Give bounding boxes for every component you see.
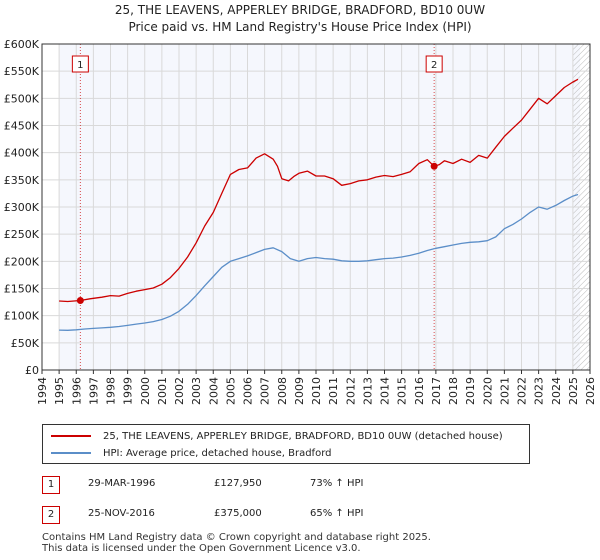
x-tick-label: 2013 [361,377,374,405]
x-tick-label: 2021 [498,377,511,405]
x-tick-label: 2007 [259,377,272,405]
sale-date-1: 29-MAR-1996 [88,478,156,489]
y-tick-label: £250K [4,228,40,241]
x-tick-label: 2015 [396,377,409,405]
x-tick-label: 2016 [413,377,426,405]
x-tick-label: 2001 [156,377,169,405]
sale-price-2: £375,000 [214,508,262,519]
x-tick-label: 2024 [550,377,563,405]
x-tick-label: 2002 [173,377,186,405]
chart-title: 25, THE LEAVENS, APPERLEY BRIDGE, BRADFO… [114,3,486,17]
x-tick-label: 2022 [516,377,529,405]
x-tick-label: 1995 [53,377,66,405]
x-tick-label: 2012 [344,377,357,405]
legend-label-hpi: HPI: Average price, detached house, Brad… [103,447,332,459]
x-tick-label: 2014 [379,377,392,405]
y-tick-label: £50K [11,337,40,350]
sale-badge-2: 2 [42,506,60,524]
sale-hpi-1: 73% ↑ HPI [310,478,364,489]
x-tick-label: 2000 [139,377,152,405]
legend-swatch-hpi [51,452,91,454]
y-tick-label: £0 [25,364,39,377]
hpi-line [59,193,579,331]
x-tick-label: 2003 [190,377,203,405]
x-tick-label: 2010 [310,377,323,405]
x-tick-label: 1999 [122,377,135,405]
y-tick-label: £300K [4,201,40,214]
x-tick-label: 2008 [276,377,289,405]
y-tick-label: £100K [4,310,40,323]
x-tick-label: 2019 [464,377,477,405]
sale-label-1: 1 [77,60,83,71]
chart-subtitle: Price paid vs. HM Land Registry's House … [128,20,472,34]
x-tick-label: 1997 [87,377,100,405]
x-tick-label: 2025 [567,377,580,405]
x-tick-label: 2011 [327,377,340,405]
legend-label-property: 25, THE LEAVENS, APPERLEY BRIDGE, BRADFO… [103,430,503,442]
y-tick-label: £600K [4,38,40,51]
footer-attribution: Contains HM Land Registry data © Crown c… [42,532,431,554]
sale-date-2: 25-NOV-2016 [88,508,155,519]
x-tick-label: 1996 [70,377,83,405]
x-tick-label: 2023 [533,377,546,405]
sale-label-box-1 [71,55,89,73]
x-tick-label: 2006 [242,377,255,405]
x-tick-label: 2020 [481,377,494,405]
y-tick-label: £400K [4,147,40,160]
x-tick-label: 2026 [584,377,597,405]
footer-line-2: This data is licensed under the Open Gov… [42,543,361,554]
sale-price-1: £127,950 [214,478,262,489]
y-tick-label: £350K [4,174,40,187]
y-tick-label: £450K [4,120,40,133]
sale-badge-1: 1 [42,476,60,494]
legend-swatch-property [51,435,91,437]
legend-item-property: 25, THE LEAVENS, APPERLEY BRIDGE, BRADFO… [51,428,503,444]
property-price-line [59,78,579,303]
chart-legend: 25, THE LEAVENS, APPERLEY BRIDGE, BRADFO… [42,424,530,464]
y-tick-label: £150K [4,283,40,296]
x-tick-label: 2004 [207,377,220,405]
x-tick-label: 2018 [447,377,460,405]
x-tick-label: 2017 [430,377,443,405]
x-tick-label: 1994 [36,377,49,405]
x-tick-label: 1998 [105,377,118,405]
y-tick-label: £200K [4,255,40,268]
sale-label-box-2 [425,55,443,73]
price-chart: 1 2 £0 £50K £100K £150K £200K £250K £300K £350K £… [4,38,597,405]
sale-label-2: 2 [431,60,437,71]
y-tick-label: £500K [4,92,40,105]
plot-frame [41,43,591,371]
y-tick-label: £550K [4,65,40,78]
footer-line-1: Contains HM Land Registry data © Crown c… [42,532,431,543]
x-tick-label: 2009 [293,377,306,405]
legend-item-hpi: HPI: Average price, detached house, Brad… [51,445,331,461]
sale-hpi-2: 65% ↑ HPI [310,508,364,519]
x-tick-label: 2005 [224,377,237,405]
sale-point-1 [76,296,84,304]
sale-point-2 [430,162,438,170]
